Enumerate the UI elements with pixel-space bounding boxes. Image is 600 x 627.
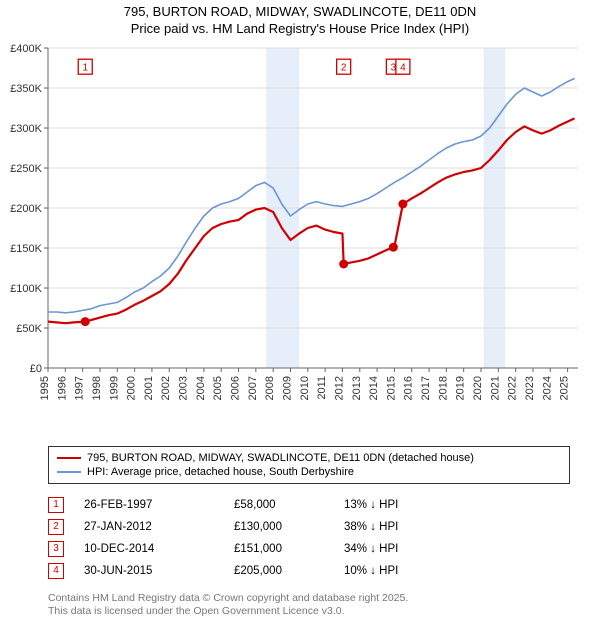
svg-text:2010: 2010 <box>299 376 311 400</box>
chart-svg: £0 £50K £100K £150K £200K £250K £300K £350K £400… <box>0 38 600 438</box>
event-marker: 2 <box>48 519 64 535</box>
svg-text:1: 1 <box>82 62 88 73</box>
event-date: 30-JUN-2015 <box>84 565 214 577</box>
svg-text:2003: 2003 <box>178 376 190 400</box>
footer-note: Contains HM Land Registry data © Crown c… <box>48 592 570 627</box>
svg-text:2022: 2022 <box>507 376 519 400</box>
figure-container: 795, BURTON ROAD, MIDWAY, SWADLINCOTE, D… <box>0 0 600 627</box>
event-date: 26-FEB-1997 <box>84 499 214 511</box>
legend-row: 795, BURTON ROAD, MIDWAY, SWADLINCOTE, D… <box>57 451 561 465</box>
svg-text:2015: 2015 <box>385 376 397 400</box>
svg-text:£300K: £300K <box>10 123 42 135</box>
legend-box: 795, BURTON ROAD, MIDWAY, SWADLINCOTE, D… <box>48 446 570 484</box>
svg-text:1996: 1996 <box>56 376 68 400</box>
svg-text:2019: 2019 <box>455 376 467 400</box>
event-marker: 4 <box>48 563 64 579</box>
svg-text:2017: 2017 <box>420 376 432 400</box>
footer-line-1: Contains HM Land Registry data © Crown c… <box>48 592 570 606</box>
svg-text:£50K: £50K <box>16 323 42 335</box>
svg-text:1997: 1997 <box>74 376 86 400</box>
svg-text:2014: 2014 <box>368 376 380 400</box>
event-row: 1 26-FEB-1997 £58,000 13% ↓ HPI <box>48 494 570 516</box>
svg-text:2012: 2012 <box>333 376 345 400</box>
event-price: £151,000 <box>234 543 324 555</box>
legend-label: HPI: Average price, detached house, Sout… <box>87 466 354 478</box>
svg-text:£200K: £200K <box>10 203 42 215</box>
events-table: 1 26-FEB-1997 £58,000 13% ↓ HPI 2 27-JAN-2012… <box>48 494 570 582</box>
event-price: £58,000 <box>234 499 324 511</box>
svg-text:£100K: £100K <box>10 283 42 295</box>
svg-text:2013: 2013 <box>351 376 363 400</box>
chart-area: £0 £50K £100K £150K £200K £250K £300K £350K £400… <box>0 38 600 438</box>
svg-text:£250K: £250K <box>10 163 42 175</box>
svg-text:2001: 2001 <box>143 376 155 400</box>
svg-text:2018: 2018 <box>437 376 449 400</box>
event-row: 4 30-JUN-2015 £205,000 10% ↓ HPI <box>48 560 570 582</box>
title-line-1: 795, BURTON ROAD, MIDWAY, SWADLINCOTE, D… <box>0 4 600 21</box>
event-row: 3 10-DEC-2014 £151,000 34% ↓ HPI <box>48 538 570 560</box>
svg-text:1995: 1995 <box>39 376 51 400</box>
svg-text:2025: 2025 <box>559 376 571 400</box>
legend-swatch <box>57 471 81 473</box>
svg-text:1998: 1998 <box>91 376 103 400</box>
footer-line-2: This data is licensed under the Open Gov… <box>48 605 570 619</box>
svg-text:2008: 2008 <box>264 376 276 400</box>
svg-text:£400K: £400K <box>10 43 42 55</box>
event-delta: 34% ↓ HPI <box>344 543 570 555</box>
svg-text:2004: 2004 <box>195 376 207 400</box>
svg-text:2005: 2005 <box>212 376 224 400</box>
event-row: 2 27-JAN-2012 £130,000 38% ↓ HPI <box>48 516 570 538</box>
legend-row: HPI: Average price, detached house, Sout… <box>57 465 561 479</box>
event-delta: 10% ↓ HPI <box>344 565 570 577</box>
svg-text:2016: 2016 <box>403 376 415 400</box>
svg-text:2000: 2000 <box>126 376 138 400</box>
svg-text:2002: 2002 <box>160 376 172 400</box>
svg-text:2020: 2020 <box>472 376 484 400</box>
title-line-2: Price paid vs. HM Land Registry's House … <box>0 21 600 38</box>
svg-text:2: 2 <box>341 62 347 73</box>
svg-text:2006: 2006 <box>230 376 242 400</box>
svg-text:2009: 2009 <box>281 376 293 400</box>
legend-swatch <box>57 457 81 459</box>
event-marker: 1 <box>48 497 64 513</box>
svg-text:£0: £0 <box>30 363 42 375</box>
title-block: 795, BURTON ROAD, MIDWAY, SWADLINCOTE, D… <box>0 0 600 38</box>
svg-text:1999: 1999 <box>108 376 120 400</box>
svg-text:2021: 2021 <box>489 376 501 400</box>
svg-text:2024: 2024 <box>541 376 553 400</box>
event-price: £205,000 <box>234 565 324 577</box>
legend-label: 795, BURTON ROAD, MIDWAY, SWADLINCOTE, D… <box>87 452 474 464</box>
svg-text:£150K: £150K <box>10 243 42 255</box>
svg-text:2007: 2007 <box>247 376 259 400</box>
event-date: 27-JAN-2012 <box>84 521 214 533</box>
svg-text:2011: 2011 <box>316 376 328 400</box>
event-delta: 13% ↓ HPI <box>344 499 570 511</box>
event-date: 10-DEC-2014 <box>84 543 214 555</box>
event-marker: 3 <box>48 541 64 557</box>
svg-text:2023: 2023 <box>524 376 536 400</box>
svg-text:4: 4 <box>400 62 406 73</box>
event-price: £130,000 <box>234 521 324 533</box>
svg-text:£350K: £350K <box>10 83 42 95</box>
event-delta: 38% ↓ HPI <box>344 521 570 533</box>
